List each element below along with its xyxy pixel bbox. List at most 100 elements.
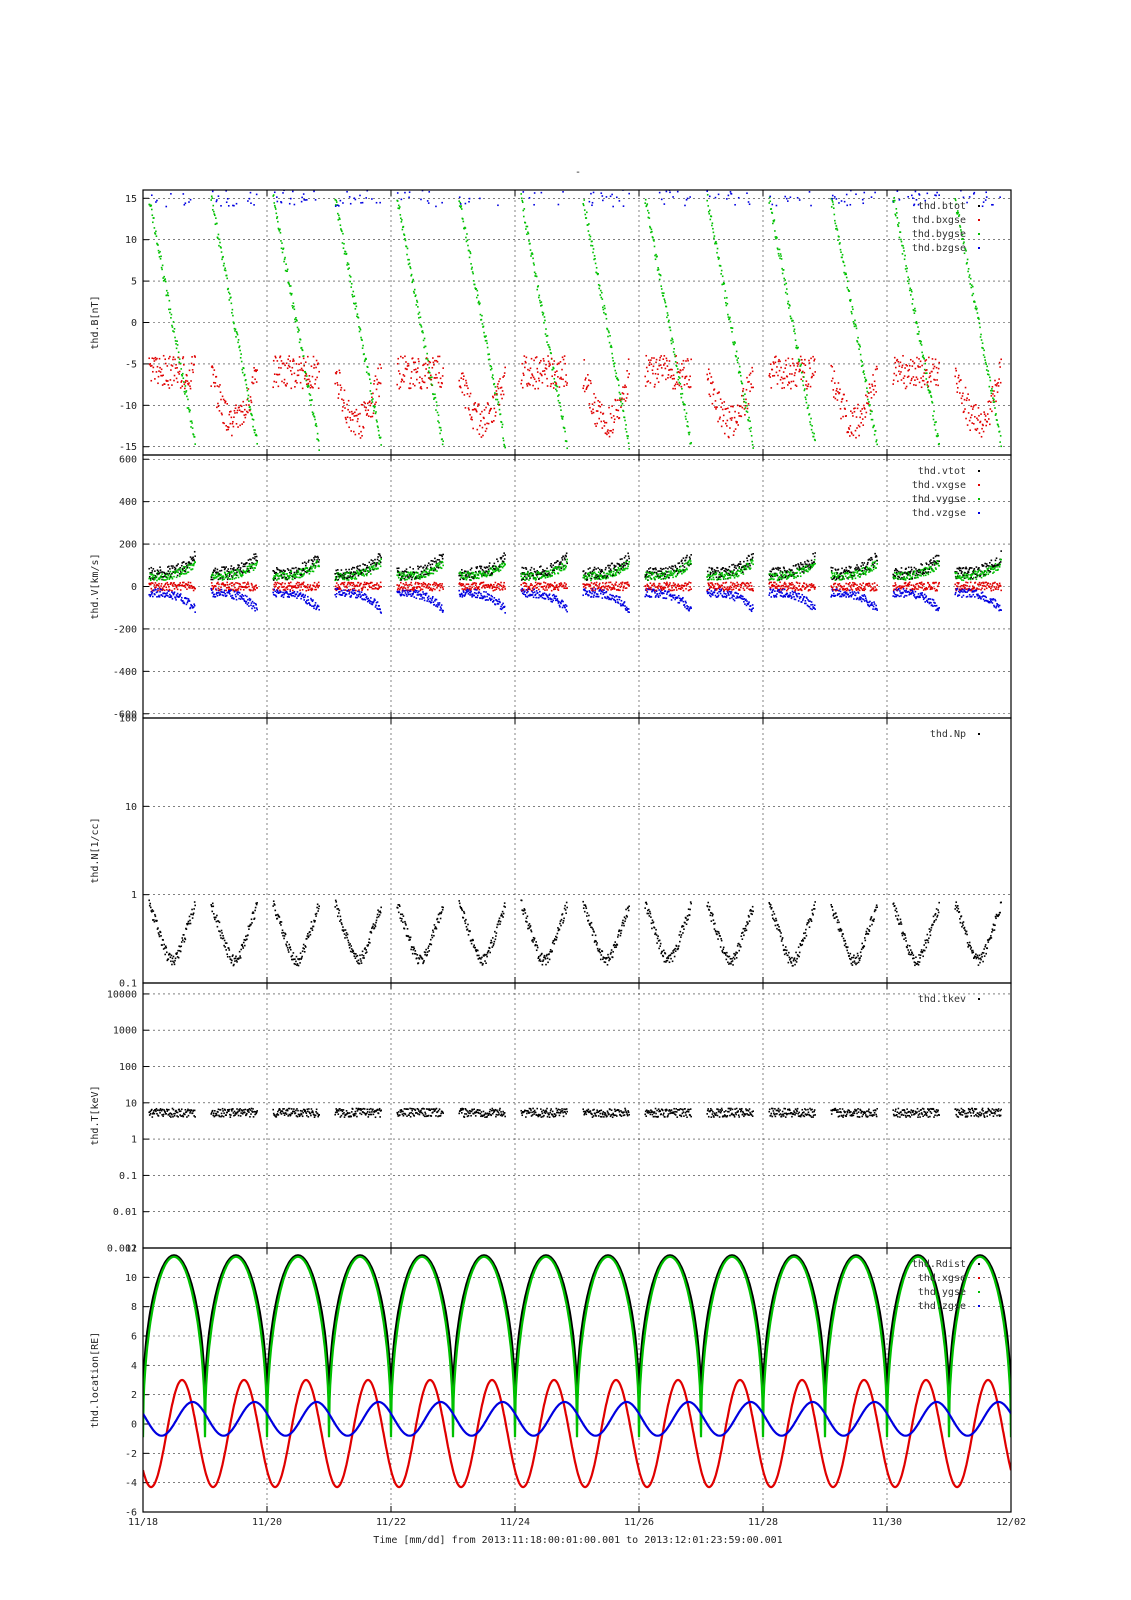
data-point [986,421,989,423]
data-point [441,609,443,612]
data-point [671,337,673,340]
data-point [356,569,358,572]
data-point [188,408,190,411]
data-point [471,593,474,595]
data-point [346,416,349,419]
data-point [232,204,234,207]
data-point [235,589,238,592]
data-point [372,584,375,587]
data-point [173,566,176,569]
data-point [292,360,294,362]
data-point [244,594,247,597]
data-point [256,442,258,445]
data-point [190,380,192,382]
data-point [901,244,903,247]
data-point [409,566,411,569]
data-point [421,596,424,599]
data-point [930,394,932,397]
data-point [359,564,361,567]
data-point [959,392,961,394]
data-point [923,383,926,386]
data-point [962,196,965,199]
data-point [363,583,365,586]
data-point [301,387,304,390]
data-point [897,223,899,226]
data-point [503,585,506,588]
data-point [718,391,720,393]
data-point [179,595,181,597]
data-point [626,435,628,437]
data-point [478,591,481,594]
data-point [417,583,420,585]
data-point [162,280,165,282]
data-point [653,357,655,359]
data-point [954,375,956,378]
data-point [487,572,490,574]
data-point [287,358,289,361]
data-point [290,387,293,390]
data-point [487,599,489,601]
data-point [438,426,441,429]
data-point [687,425,689,428]
data-point [248,585,250,588]
data-point [178,584,181,587]
data-point [288,283,291,286]
data-point [190,562,192,565]
data-point [277,568,279,571]
data-point [247,570,249,573]
data-point [405,581,407,584]
data-point [409,266,411,268]
data-point [458,583,460,585]
data-point [851,305,854,308]
data-point [317,561,320,563]
data-point [338,573,340,576]
data-point [485,575,488,578]
data-point [839,242,841,244]
data-point [521,201,524,204]
data-point [910,289,913,291]
data-point [421,588,424,591]
data-point [494,415,497,417]
data-point [751,366,753,369]
data-point [275,212,278,215]
data-point [609,346,612,348]
data-point [374,562,377,565]
legend-label: thd.bzgse [912,243,966,254]
data-point [787,300,790,303]
data-point [861,418,864,420]
data-point [602,306,604,309]
data-point [221,395,224,398]
data-point [218,589,221,592]
data-point [220,247,222,249]
data-point [294,595,296,598]
data-point [188,562,191,564]
data-point [465,589,468,592]
data-point [405,245,408,248]
data-point [380,367,382,369]
data-point [419,598,421,600]
data-point [164,278,167,280]
data-point [401,379,404,381]
data-point [340,389,342,391]
data-point [344,416,347,419]
data-point [212,373,215,376]
data-point [166,578,169,580]
data-point [991,388,993,390]
data-point [742,390,744,392]
data-point [161,588,163,591]
data-point [179,387,182,389]
data-point [371,198,373,200]
data-point [287,577,290,580]
data-point [404,355,406,358]
data-point [920,344,923,346]
data-point [938,442,940,445]
data-point [289,285,292,287]
data-point [792,319,794,322]
data-point [284,384,287,386]
data-point [491,421,494,423]
data-point [302,355,305,357]
data-point [904,254,906,257]
data-point [895,208,898,210]
data-point [432,560,434,562]
data-point [374,599,376,601]
